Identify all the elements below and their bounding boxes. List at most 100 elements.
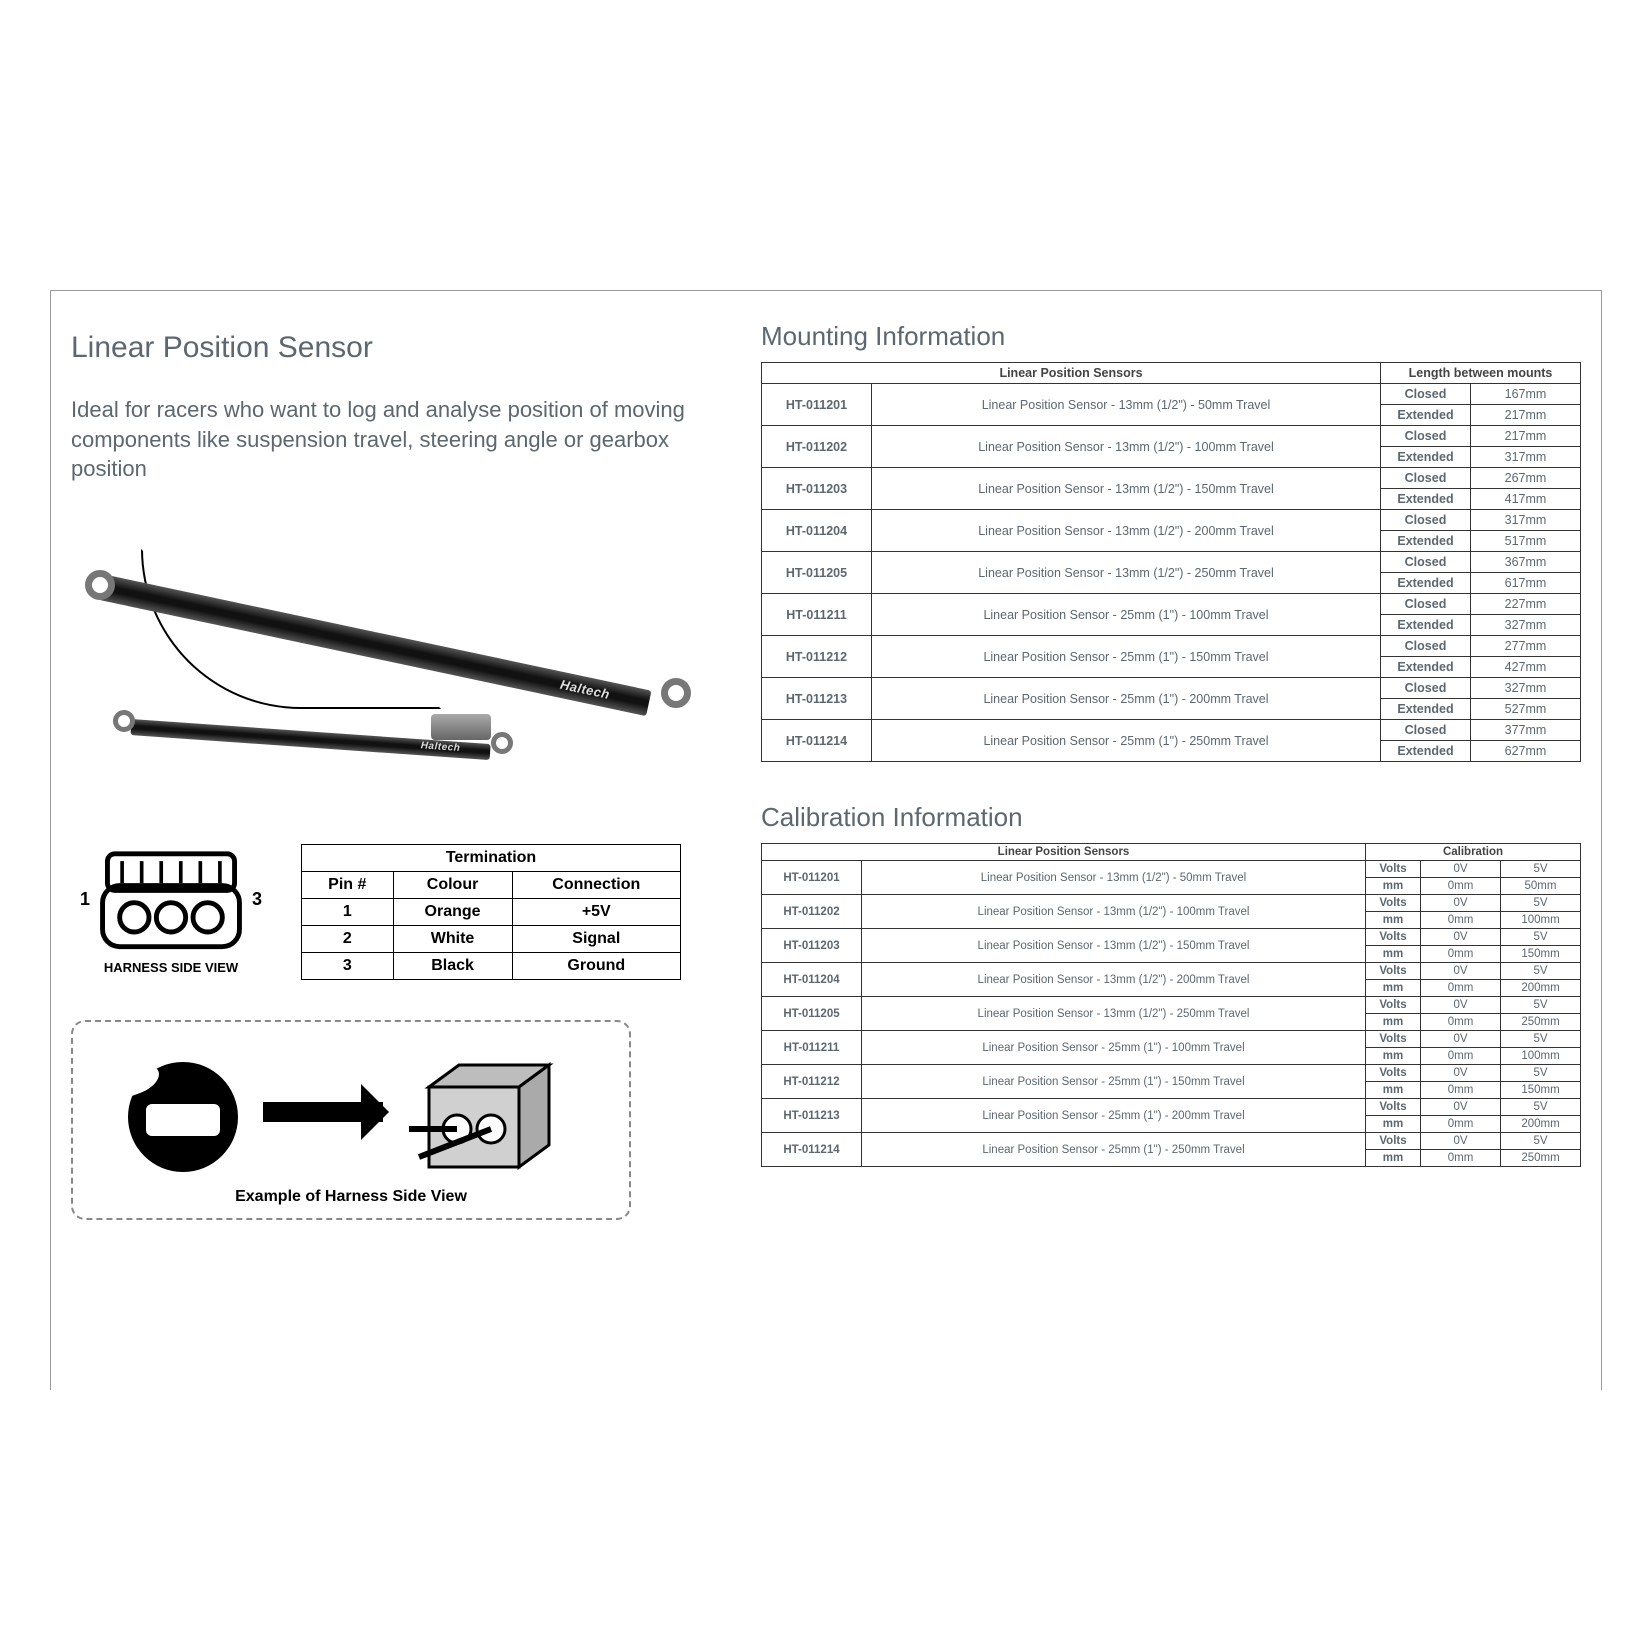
mm-high: 200mm bbox=[1501, 980, 1581, 997]
volts-low: 0V bbox=[1421, 1133, 1501, 1150]
volts-low: 0V bbox=[1421, 1099, 1501, 1116]
state-closed: Closed bbox=[1381, 468, 1471, 489]
volts-high: 5V bbox=[1501, 929, 1581, 946]
state-closed: Closed bbox=[1381, 636, 1471, 657]
part-desc: Linear Position Sensor - 13mm (1/2") - 2… bbox=[872, 510, 1381, 552]
length-closed: 367mm bbox=[1471, 552, 1581, 573]
length-closed: 377mm bbox=[1471, 720, 1581, 741]
mm-high: 100mm bbox=[1501, 1048, 1581, 1065]
state-extended: Extended bbox=[1381, 405, 1471, 426]
termination-cell: Orange bbox=[393, 899, 512, 926]
mm-high: 200mm bbox=[1501, 1116, 1581, 1133]
length-extended: 417mm bbox=[1471, 489, 1581, 510]
part-number: HT-011203 bbox=[762, 468, 872, 510]
state-extended: Extended bbox=[1381, 447, 1471, 468]
part-number: HT-011211 bbox=[762, 594, 872, 636]
helmet-icon bbox=[128, 1062, 238, 1172]
length-extended: 317mm bbox=[1471, 447, 1581, 468]
state-closed: Closed bbox=[1381, 678, 1471, 699]
length-closed: 167mm bbox=[1471, 384, 1581, 405]
part-number: HT-011205 bbox=[762, 552, 872, 594]
connector-row: 1 3 HARN bbox=[71, 844, 731, 980]
state-closed: Closed bbox=[1381, 552, 1471, 573]
col-colour: Colour bbox=[393, 872, 512, 899]
part-number: HT-011213 bbox=[762, 678, 872, 720]
label-mm: mm bbox=[1366, 946, 1421, 963]
length-extended: 617mm bbox=[1471, 573, 1581, 594]
mount-head-sensors: Linear Position Sensors bbox=[762, 363, 1381, 384]
state-extended: Extended bbox=[1381, 615, 1471, 636]
label-mm: mm bbox=[1366, 912, 1421, 929]
volts-high: 5V bbox=[1501, 1099, 1581, 1116]
pin-label-1: 1 bbox=[80, 889, 90, 910]
termination-cell: 3 bbox=[302, 953, 394, 980]
length-closed: 317mm bbox=[1471, 510, 1581, 531]
label-volts: Volts bbox=[1366, 997, 1421, 1014]
part-desc: Linear Position Sensor - 13mm (1/2") - 1… bbox=[862, 895, 1366, 929]
length-closed: 327mm bbox=[1471, 678, 1581, 699]
length-closed: 267mm bbox=[1471, 468, 1581, 489]
example-caption: Example of Harness Side View bbox=[73, 1188, 629, 1206]
volts-low: 0V bbox=[1421, 1065, 1501, 1082]
brand-label-small: Haltech bbox=[420, 740, 460, 754]
volts-high: 5V bbox=[1501, 861, 1581, 878]
calib-head-cal: Calibration bbox=[1366, 844, 1581, 861]
part-desc: Linear Position Sensor - 13mm (1/2") - 2… bbox=[872, 552, 1381, 594]
termination-cell: 2 bbox=[302, 926, 394, 953]
part-desc: Linear Position Sensor - 25mm (1") - 100… bbox=[872, 594, 1381, 636]
part-desc: Linear Position Sensor - 13mm (1/2") - 5… bbox=[872, 384, 1381, 426]
termination-cell: 1 bbox=[302, 899, 394, 926]
label-mm: mm bbox=[1366, 1150, 1421, 1167]
mm-low: 0mm bbox=[1421, 912, 1501, 929]
part-desc: Linear Position Sensor - 13mm (1/2") - 5… bbox=[862, 861, 1366, 895]
volts-low: 0V bbox=[1421, 997, 1501, 1014]
volts-low: 0V bbox=[1421, 895, 1501, 912]
volts-high: 5V bbox=[1501, 997, 1581, 1014]
connector-cube-icon bbox=[409, 1057, 569, 1187]
mm-low: 0mm bbox=[1421, 1082, 1501, 1099]
length-closed: 227mm bbox=[1471, 594, 1581, 615]
mm-high: 150mm bbox=[1501, 1082, 1581, 1099]
part-desc: Linear Position Sensor - 25mm (1") - 150… bbox=[872, 636, 1381, 678]
volts-high: 5V bbox=[1501, 895, 1581, 912]
datasheet-page: Linear Position Sensor Ideal for racers … bbox=[50, 290, 1602, 1390]
mm-high: 50mm bbox=[1501, 878, 1581, 895]
length-extended: 517mm bbox=[1471, 531, 1581, 552]
pin-label-3: 3 bbox=[252, 889, 262, 910]
part-number: HT-011202 bbox=[762, 426, 872, 468]
volts-low: 0V bbox=[1421, 963, 1501, 980]
mm-high: 100mm bbox=[1501, 912, 1581, 929]
state-extended: Extended bbox=[1381, 699, 1471, 720]
col-conn: Connection bbox=[512, 872, 680, 899]
calibration-table: Linear Position Sensors Calibration HT-0… bbox=[761, 843, 1581, 1167]
state-extended: Extended bbox=[1381, 489, 1471, 510]
termination-cell: Ground bbox=[512, 953, 680, 980]
part-number: HT-011203 bbox=[762, 929, 862, 963]
state-closed: Closed bbox=[1381, 594, 1471, 615]
termination-cell: Black bbox=[393, 953, 512, 980]
length-extended: 427mm bbox=[1471, 657, 1581, 678]
volts-high: 5V bbox=[1501, 963, 1581, 980]
calibration-heading: Calibration Information bbox=[761, 802, 1581, 833]
label-mm: mm bbox=[1366, 1116, 1421, 1133]
left-column: Linear Position Sensor Ideal for racers … bbox=[71, 321, 731, 1330]
mm-low: 0mm bbox=[1421, 980, 1501, 997]
mounting-table: Linear Position Sensors Length between m… bbox=[761, 362, 1581, 762]
right-column: Mounting Information Linear Position Sen… bbox=[761, 321, 1581, 1330]
part-number: HT-011212 bbox=[762, 1065, 862, 1099]
label-mm: mm bbox=[1366, 980, 1421, 997]
part-desc: Linear Position Sensor - 13mm (1/2") - 2… bbox=[862, 997, 1366, 1031]
volts-low: 0V bbox=[1421, 1031, 1501, 1048]
mm-high: 150mm bbox=[1501, 946, 1581, 963]
part-number: HT-011214 bbox=[762, 720, 872, 762]
termination-cell: Signal bbox=[512, 926, 680, 953]
length-closed: 277mm bbox=[1471, 636, 1581, 657]
part-number: HT-011204 bbox=[762, 510, 872, 552]
calib-head-sensors: Linear Position Sensors bbox=[762, 844, 1366, 861]
label-volts: Volts bbox=[1366, 1099, 1421, 1116]
volts-high: 5V bbox=[1501, 1031, 1581, 1048]
part-desc: Linear Position Sensor - 13mm (1/2") - 1… bbox=[872, 468, 1381, 510]
part-number: HT-011211 bbox=[762, 1031, 862, 1065]
brand-label: Haltech bbox=[559, 677, 611, 702]
part-desc: Linear Position Sensor - 13mm (1/2") - 2… bbox=[862, 963, 1366, 997]
